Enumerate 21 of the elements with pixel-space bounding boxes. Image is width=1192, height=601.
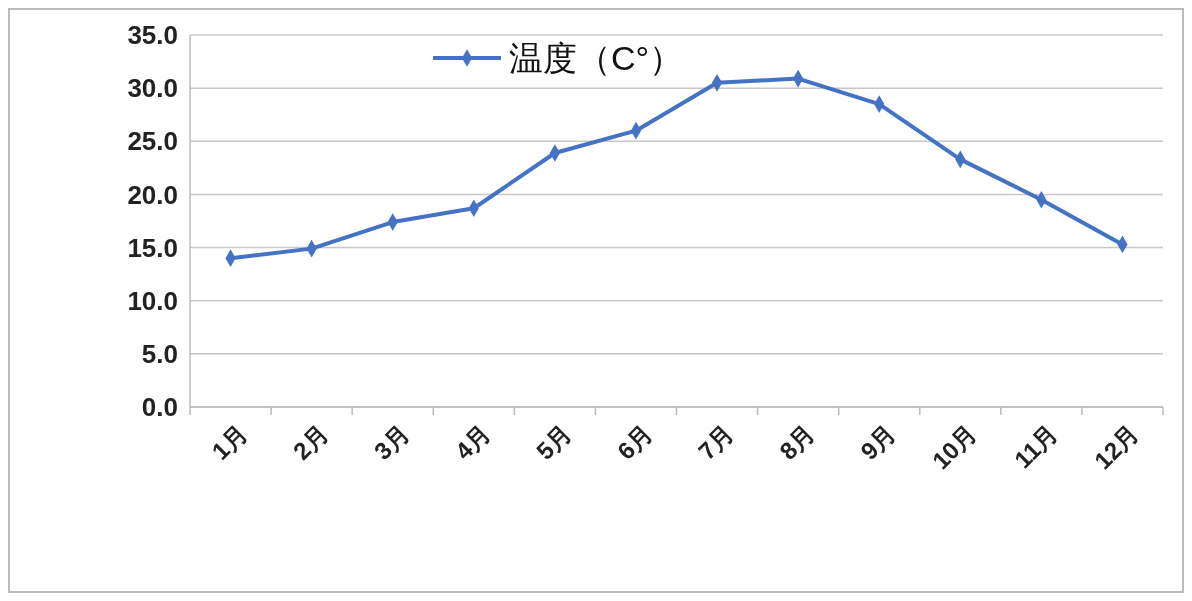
y-tick-label: 10.0: [127, 285, 178, 316]
y-tick-label: 25.0: [127, 126, 178, 157]
y-tick-label: 5.0: [141, 338, 178, 369]
x-tick-label: 2月: [287, 419, 334, 465]
x-tick-label: 9月: [855, 419, 901, 465]
x-tick-label: 11月: [1008, 419, 1063, 474]
y-tick-label: 35.0: [127, 20, 178, 51]
x-tick-label: 5月: [530, 419, 577, 465]
x-tick-label: 1月: [206, 419, 253, 465]
y-tick-label: 15.0: [127, 232, 178, 263]
y-tick-label: 20.0: [127, 179, 178, 210]
y-tick-label: 30.0: [127, 73, 178, 104]
x-tick-label: 7月: [693, 419, 739, 465]
legend-label: 温度（C°）: [509, 38, 684, 77]
x-tick-label: 4月: [449, 419, 496, 465]
x-tick-label: 6月: [611, 419, 658, 465]
x-tick-label: 10月: [926, 419, 982, 475]
x-tick-label: 3月: [368, 419, 415, 465]
x-tick-label: 8月: [774, 419, 820, 465]
y-tick-label: 0.0: [141, 392, 178, 423]
x-tick-label: 12月: [1088, 419, 1144, 475]
